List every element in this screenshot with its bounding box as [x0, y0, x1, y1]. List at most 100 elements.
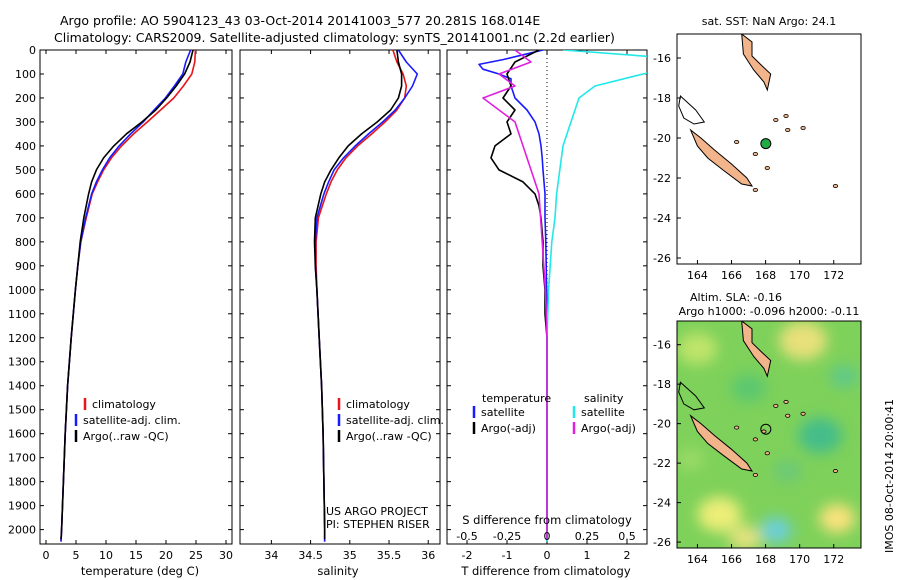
map-frame — [676, 33, 862, 265]
x-axis-label-s-difference: S difference from climatology — [462, 513, 632, 527]
sst-map: 164 166 168 170 172 -16 -18 -20 -22 -24 -26 — [653, 33, 862, 282]
sla-anomaly-blob — [730, 373, 767, 403]
new-caledonia-coast — [689, 128, 754, 187]
series-line-argo-raw-qc- — [313, 50, 403, 540]
x-tick-label: 168 — [755, 553, 776, 566]
reef-outline-coast — [678, 381, 706, 411]
x-tick-label: 168 — [755, 269, 776, 282]
x-tick-label: 35 — [343, 549, 357, 562]
legend-title-temperature: temperature — [482, 392, 551, 405]
island — [752, 151, 758, 156]
vanuatu-coast — [741, 34, 772, 92]
island — [785, 127, 791, 132]
island — [734, 139, 740, 144]
sla-anomaly-blob — [677, 447, 705, 471]
sla-anomaly-blob — [819, 503, 856, 533]
legend-label-argo: Argo(..raw -QC) — [346, 430, 432, 443]
sla-anomaly-blob — [759, 517, 792, 544]
y-tick-label: -18 — [653, 92, 671, 105]
header-line-2: Climatology: CARS2009. Satellite-adjuste… — [54, 30, 615, 45]
x-tick-label: 172 — [823, 269, 844, 282]
y-tick-label: 1700 — [8, 452, 36, 465]
x-tick-label: 170 — [789, 269, 810, 282]
y-tick-label: -18 — [653, 378, 671, 391]
sla-map: 164 166 168 170 172 -16 -18 -20 -22 -24 -26 — [653, 320, 862, 566]
island — [764, 165, 770, 170]
island — [752, 472, 758, 477]
sla-anomaly-blob — [697, 496, 742, 533]
island — [773, 118, 779, 123]
y-tick-label: 1600 — [8, 428, 36, 441]
y-tick-label: 1200 — [8, 332, 36, 345]
y-tick-label: -20 — [653, 418, 671, 431]
series-group — [313, 50, 419, 542]
island — [752, 187, 758, 192]
salinity-panel: 34 34.5 35 35.5 36 — [239, 49, 441, 562]
island — [832, 183, 839, 188]
island — [764, 451, 770, 456]
y-tick-label: 400 — [15, 140, 36, 153]
legend-label-s-argo: Argo(-adj) — [581, 422, 636, 435]
salinity-legend: climatology satellite-adj. clim. Argo(..… — [337, 398, 444, 443]
sla-map-title-2: Argo h1000: -0.096 h2000: -0.11 — [679, 305, 860, 318]
sla-anomaly-blob — [773, 459, 802, 483]
x-tick-label-salinity-difference: 0 — [544, 530, 551, 543]
legend-label-argo: Argo(..raw -QC) — [83, 430, 169, 443]
map-content — [677, 321, 858, 548]
reef-outline-coast — [678, 95, 706, 125]
temperature-panel: 0 5 10 15 20 25 300100200300400500600700800900… — [8, 44, 233, 562]
legend-title-salinity: salinity — [584, 392, 624, 405]
x-tick-label: 30 — [219, 549, 233, 562]
x-tick-label-salinity-difference: 0.25 — [575, 530, 600, 543]
series-line-s-argo-adj- — [482, 50, 548, 540]
legend-label-climatology: climatology — [346, 398, 410, 411]
y-tick-label: 1300 — [8, 356, 36, 369]
x-tick-label: 10 — [99, 549, 113, 562]
x-tick-label-salinity-difference: 0.5 — [618, 530, 636, 543]
float-position-marker — [760, 423, 772, 435]
sla-field — [677, 321, 858, 548]
y-tick-label: -26 — [653, 536, 671, 549]
x-tick-label: 36 — [421, 549, 435, 562]
y-tick-label: 100 — [15, 68, 36, 81]
y-tick-label: 500 — [15, 164, 36, 177]
x-axis-label-salinity: salinity — [317, 564, 358, 578]
new-caledonia-coast — [689, 414, 754, 472]
plot-frame — [39, 49, 233, 545]
x-axis-label-t-difference: T difference from climatology — [460, 564, 631, 578]
vanuatu-coast — [741, 321, 772, 378]
legend-label-climatology: climatology — [92, 398, 156, 411]
header-line-1: Argo profile: AO 5904123_43 03-Oct-2014 … — [60, 13, 540, 28]
y-tick-label: 0 — [29, 44, 36, 57]
float-position-marker — [760, 138, 772, 150]
y-tick-label: 300 — [15, 116, 36, 129]
island — [773, 403, 779, 408]
y-tick-label: 1800 — [8, 476, 36, 489]
legend-label-t-satellite: satellite — [481, 406, 525, 419]
y-tick-label: -24 — [653, 212, 671, 225]
y-tick-label: -26 — [653, 252, 671, 265]
credit-pi: PI: STEPHEN RISER — [326, 518, 430, 531]
map-content — [678, 34, 839, 192]
sla-map-title-1: Altim. SLA: -0.16 — [690, 291, 782, 304]
difference-panel: -2 -1 0 1 2 -0.5 -0.25 0 0.25 0.5 — [446, 49, 648, 562]
x-tick-label: 166 — [721, 269, 742, 282]
x-tick-label: 0 — [544, 549, 551, 562]
y-tick-label: 1500 — [8, 404, 36, 417]
x-tick-label: 1 — [584, 549, 591, 562]
island — [800, 411, 806, 416]
legend-label-t-argo: Argo(-adj) — [481, 422, 536, 435]
y-tick-label: 1400 — [8, 380, 36, 393]
x-tick-label: 34 — [264, 549, 278, 562]
island — [800, 126, 806, 131]
sla-anomaly-blob — [677, 332, 718, 365]
y-tick-label: -16 — [653, 339, 671, 352]
island — [752, 437, 758, 442]
y-tick-label: -22 — [653, 457, 671, 470]
y-tick-label: 700 — [15, 212, 36, 225]
y-tick-label: 1100 — [8, 308, 36, 321]
y-tick-label: -22 — [653, 172, 671, 185]
x-tick-label: 172 — [823, 553, 844, 566]
credit-project: US ARGO PROJECT — [326, 505, 428, 518]
